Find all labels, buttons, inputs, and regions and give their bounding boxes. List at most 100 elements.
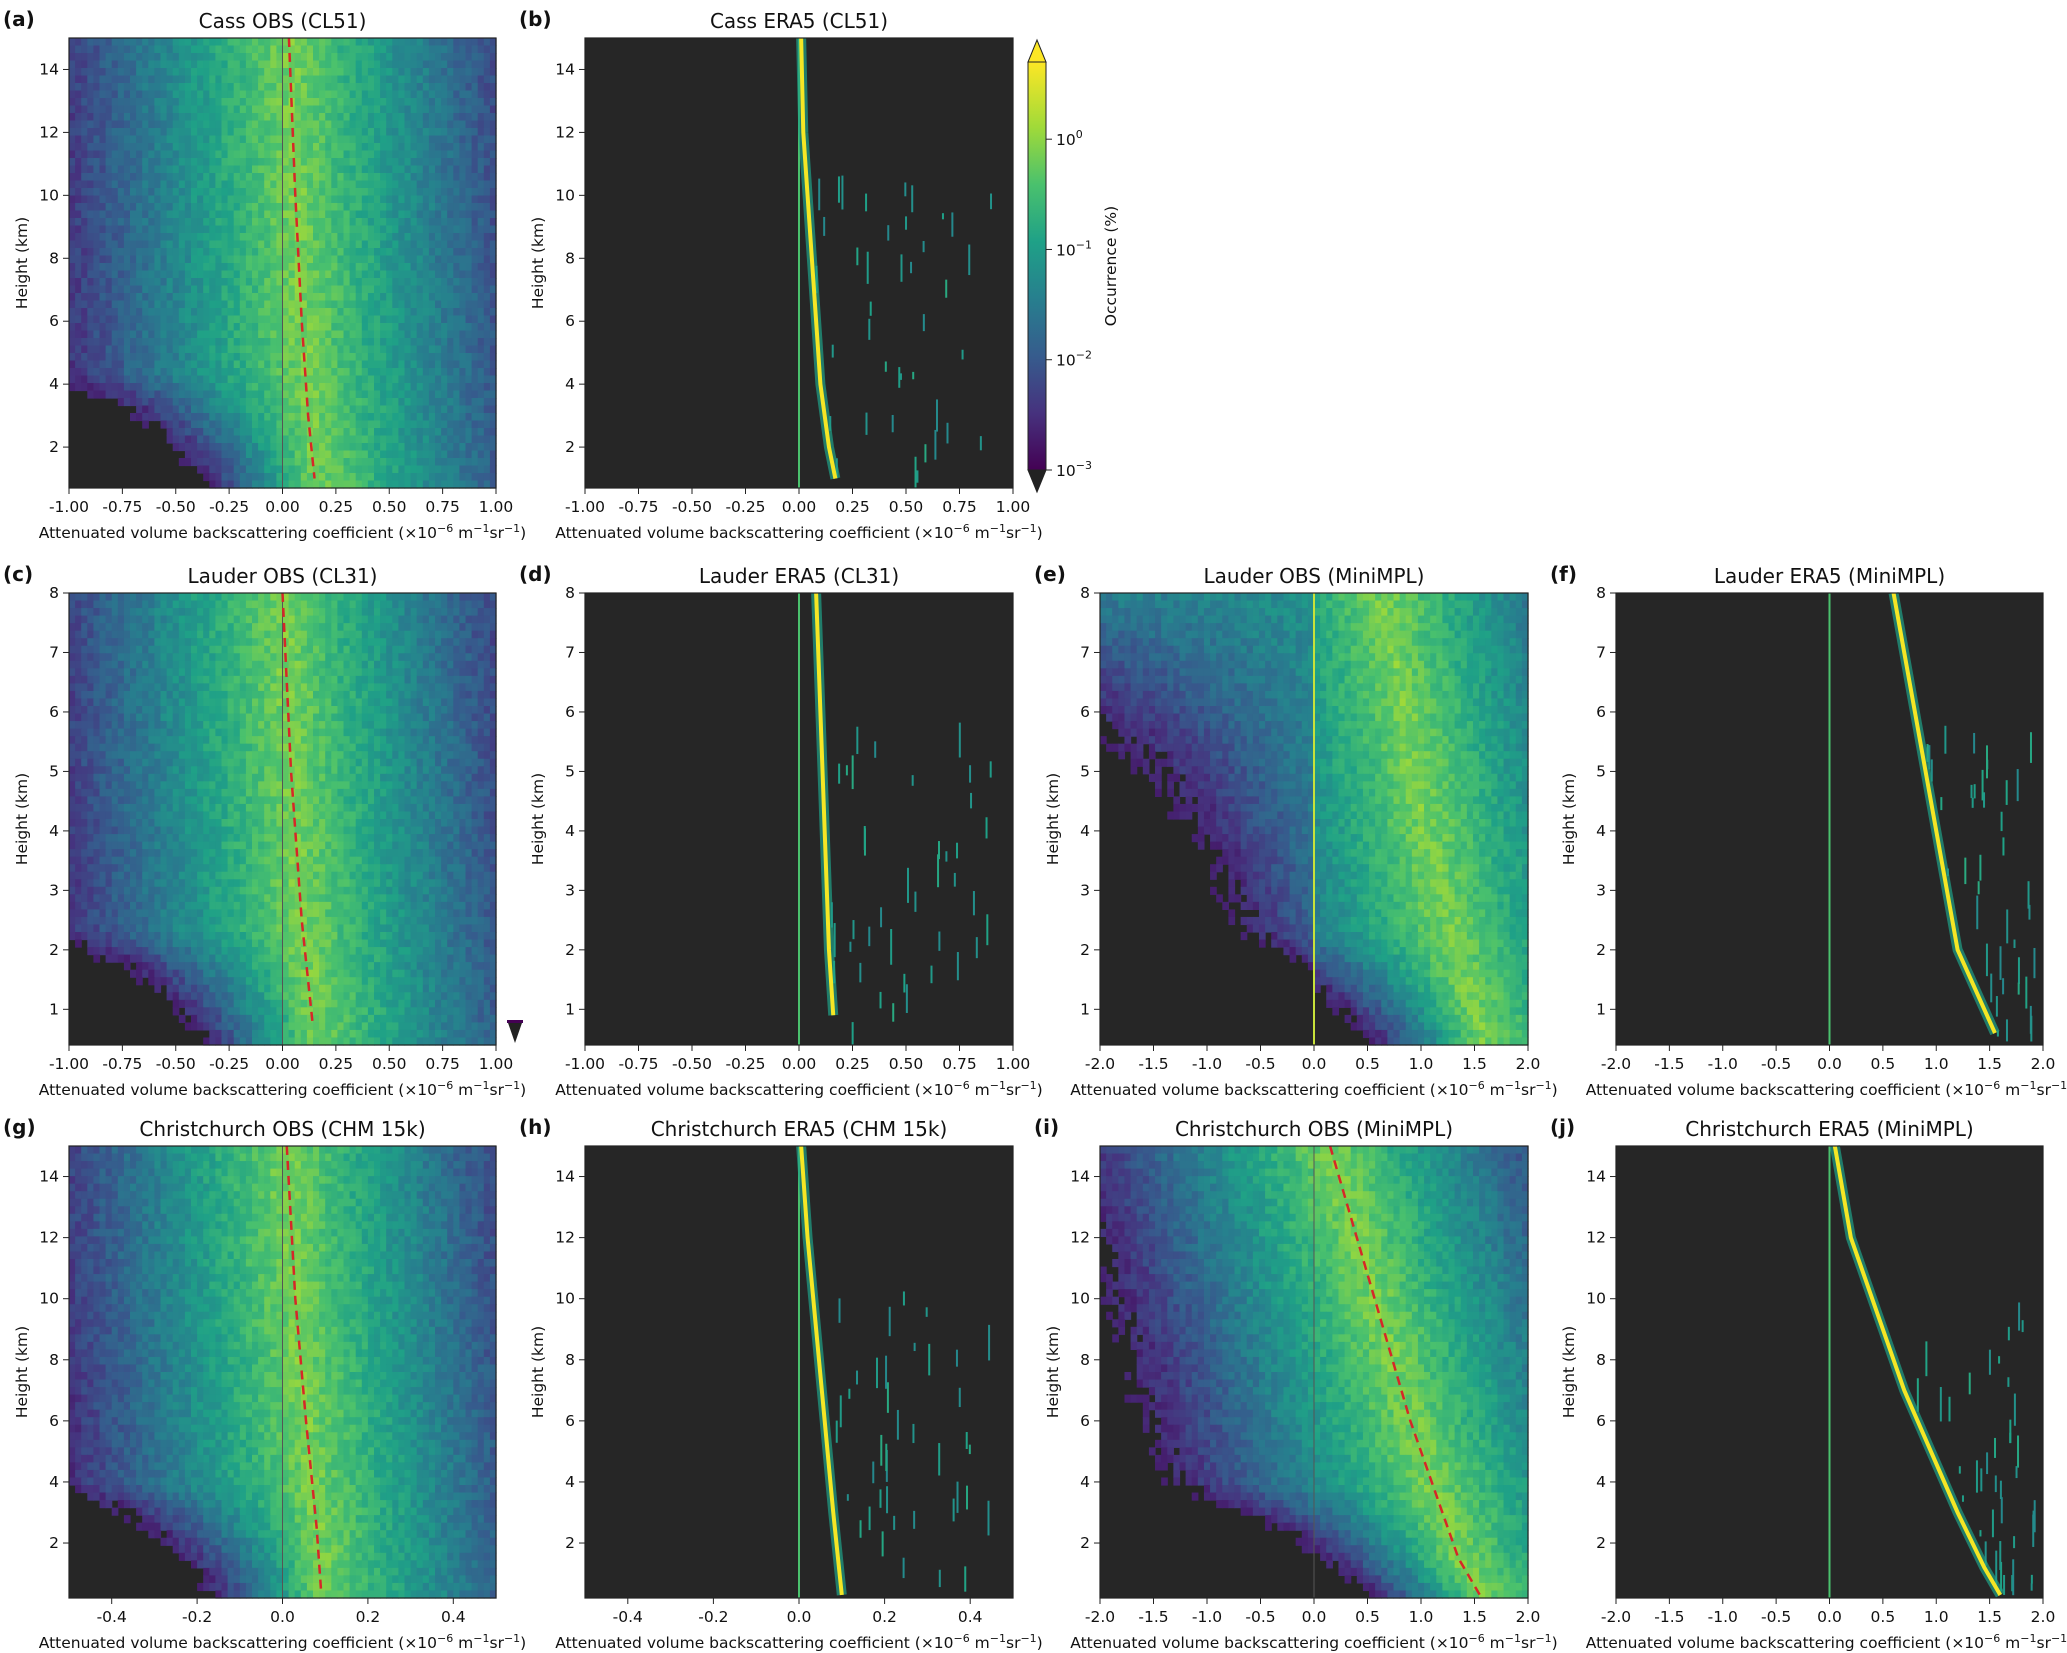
- heatmap-cell: [489, 233, 497, 242]
- heatmap-cell: [374, 188, 381, 197]
- heatmap-cell: [386, 105, 393, 114]
- heatmap-cell: [258, 83, 265, 92]
- heatmap-cell: [215, 278, 223, 287]
- heatmap-cell: [313, 338, 320, 347]
- heatmap-cell: [99, 195, 107, 204]
- heatmap-cell: [209, 443, 216, 452]
- heatmap-cell: [465, 255, 473, 264]
- heatmap-cell: [441, 248, 448, 257]
- heatmap-cell: [300, 615, 308, 624]
- heatmap-cell: [367, 83, 375, 92]
- heatmap-cell: [111, 593, 119, 602]
- heatmap-cell: [276, 150, 284, 159]
- heatmap-cell: [447, 480, 454, 489]
- heatmap-cell: [123, 113, 131, 122]
- heatmap-cell: [270, 645, 277, 654]
- heatmap-cell: [172, 263, 180, 272]
- heatmap-cell: [75, 248, 82, 257]
- heatmap-cell: [489, 150, 497, 159]
- heatmap-cell: [349, 105, 357, 114]
- heatmap-cell: [349, 668, 357, 677]
- heatmap-cell: [319, 323, 326, 332]
- heatmap-cell: [172, 203, 180, 212]
- heatmap-cell: [93, 270, 101, 279]
- heatmap-cell: [428, 458, 436, 467]
- heatmap-cell: [306, 383, 314, 392]
- heatmap-cell: [209, 413, 216, 422]
- heatmap-cell: [166, 90, 174, 99]
- heatmap-cell: [81, 660, 88, 669]
- heatmap-cell: [166, 240, 174, 249]
- heatmap-cell: [209, 353, 216, 362]
- heatmap-cell: [398, 443, 406, 452]
- heatmap-cell: [154, 308, 162, 317]
- heatmap-cell: [465, 248, 473, 257]
- heatmap-cell: [148, 180, 155, 189]
- heatmap-cell: [386, 38, 393, 47]
- heatmap-cell: [361, 360, 369, 369]
- heatmap-cell: [264, 390, 271, 399]
- heatmap-cell: [453, 225, 460, 234]
- heatmap-cell: [404, 225, 412, 234]
- heatmap-cell: [221, 683, 229, 692]
- heatmap-cell: [282, 615, 290, 624]
- heatmap-cell: [416, 308, 424, 317]
- heatmap-cell: [435, 195, 442, 204]
- heatmap-cell: [416, 383, 424, 392]
- heatmap-cell: [306, 398, 314, 407]
- heatmap-cell: [465, 413, 473, 422]
- heatmap-cell: [343, 398, 351, 407]
- heatmap-cell: [87, 383, 94, 392]
- heatmap-cell: [209, 38, 216, 47]
- heatmap-cell: [441, 435, 448, 444]
- heatmap-cell: [386, 53, 393, 62]
- heatmap-cell: [410, 600, 418, 609]
- heatmap-cell: [416, 638, 424, 647]
- heatmap-cell: [111, 188, 119, 197]
- heatmap-cell: [416, 435, 424, 444]
- heatmap-cell: [197, 668, 204, 677]
- x-tick-label: -0.25: [209, 498, 249, 516]
- heatmap-cell: [392, 263, 399, 272]
- heatmap-cell: [209, 428, 216, 437]
- heatmap-cell: [172, 675, 180, 684]
- heatmap-cell: [191, 675, 198, 684]
- heatmap-cell: [184, 623, 192, 632]
- heatmap-cell: [166, 383, 174, 392]
- heatmap-cell: [93, 45, 101, 54]
- heatmap-cell: [300, 165, 308, 174]
- heatmap-cell: [221, 593, 229, 602]
- heatmap-cell: [386, 443, 393, 452]
- heatmap-cell: [252, 233, 259, 242]
- heatmap-cell: [203, 660, 210, 669]
- heatmap-cell: [178, 180, 186, 189]
- heatmap-cell: [392, 360, 399, 369]
- heatmap-cell: [227, 608, 235, 617]
- heatmap-cell: [483, 255, 491, 264]
- heatmap-cell: [69, 203, 76, 212]
- heatmap-cell: [386, 323, 393, 332]
- heatmap-cell: [154, 593, 162, 602]
- heatmap-cell: [191, 630, 198, 639]
- heatmap-cell: [398, 263, 406, 272]
- heatmap-cell: [428, 608, 436, 617]
- heatmap-cell: [209, 360, 216, 369]
- heatmap-cell: [392, 375, 399, 384]
- heatmap-cell: [349, 165, 357, 174]
- heatmap-cell: [422, 353, 430, 362]
- heatmap-cell: [422, 60, 430, 69]
- heatmap-cell: [136, 180, 143, 189]
- heatmap-cell: [355, 278, 363, 287]
- heatmap-cell: [325, 360, 332, 369]
- heatmap-cell: [422, 638, 430, 647]
- heatmap-cell: [355, 428, 363, 437]
- heatmap-cell: [154, 353, 162, 362]
- heatmap-cell: [111, 615, 119, 624]
- heatmap-cell: [355, 75, 363, 84]
- heatmap-cell: [264, 75, 271, 84]
- heatmap-cell: [99, 660, 107, 669]
- heatmap-cell: [410, 608, 418, 617]
- heatmap-cell: [123, 135, 131, 144]
- heatmap-cell: [154, 345, 162, 354]
- heatmap-cell: [191, 225, 198, 234]
